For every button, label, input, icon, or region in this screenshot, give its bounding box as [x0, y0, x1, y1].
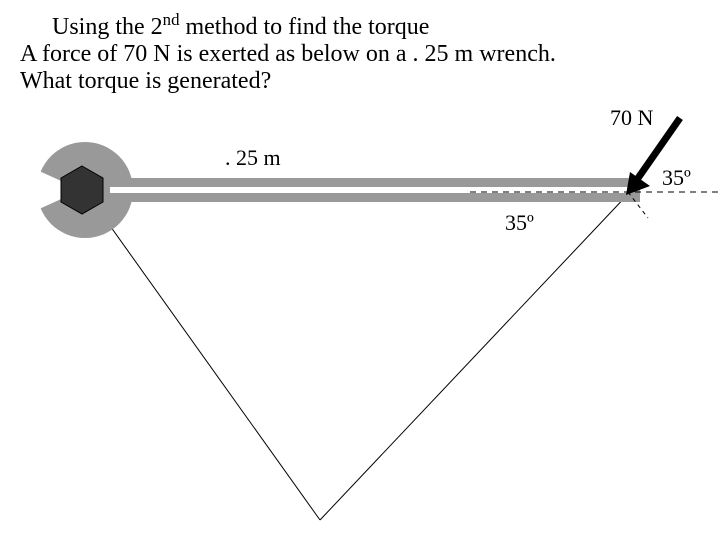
construction-line-right — [320, 192, 630, 520]
force-arrow-shaft — [636, 118, 680, 181]
torque-diagram — [0, 0, 720, 540]
construction-line-left — [88, 195, 320, 520]
